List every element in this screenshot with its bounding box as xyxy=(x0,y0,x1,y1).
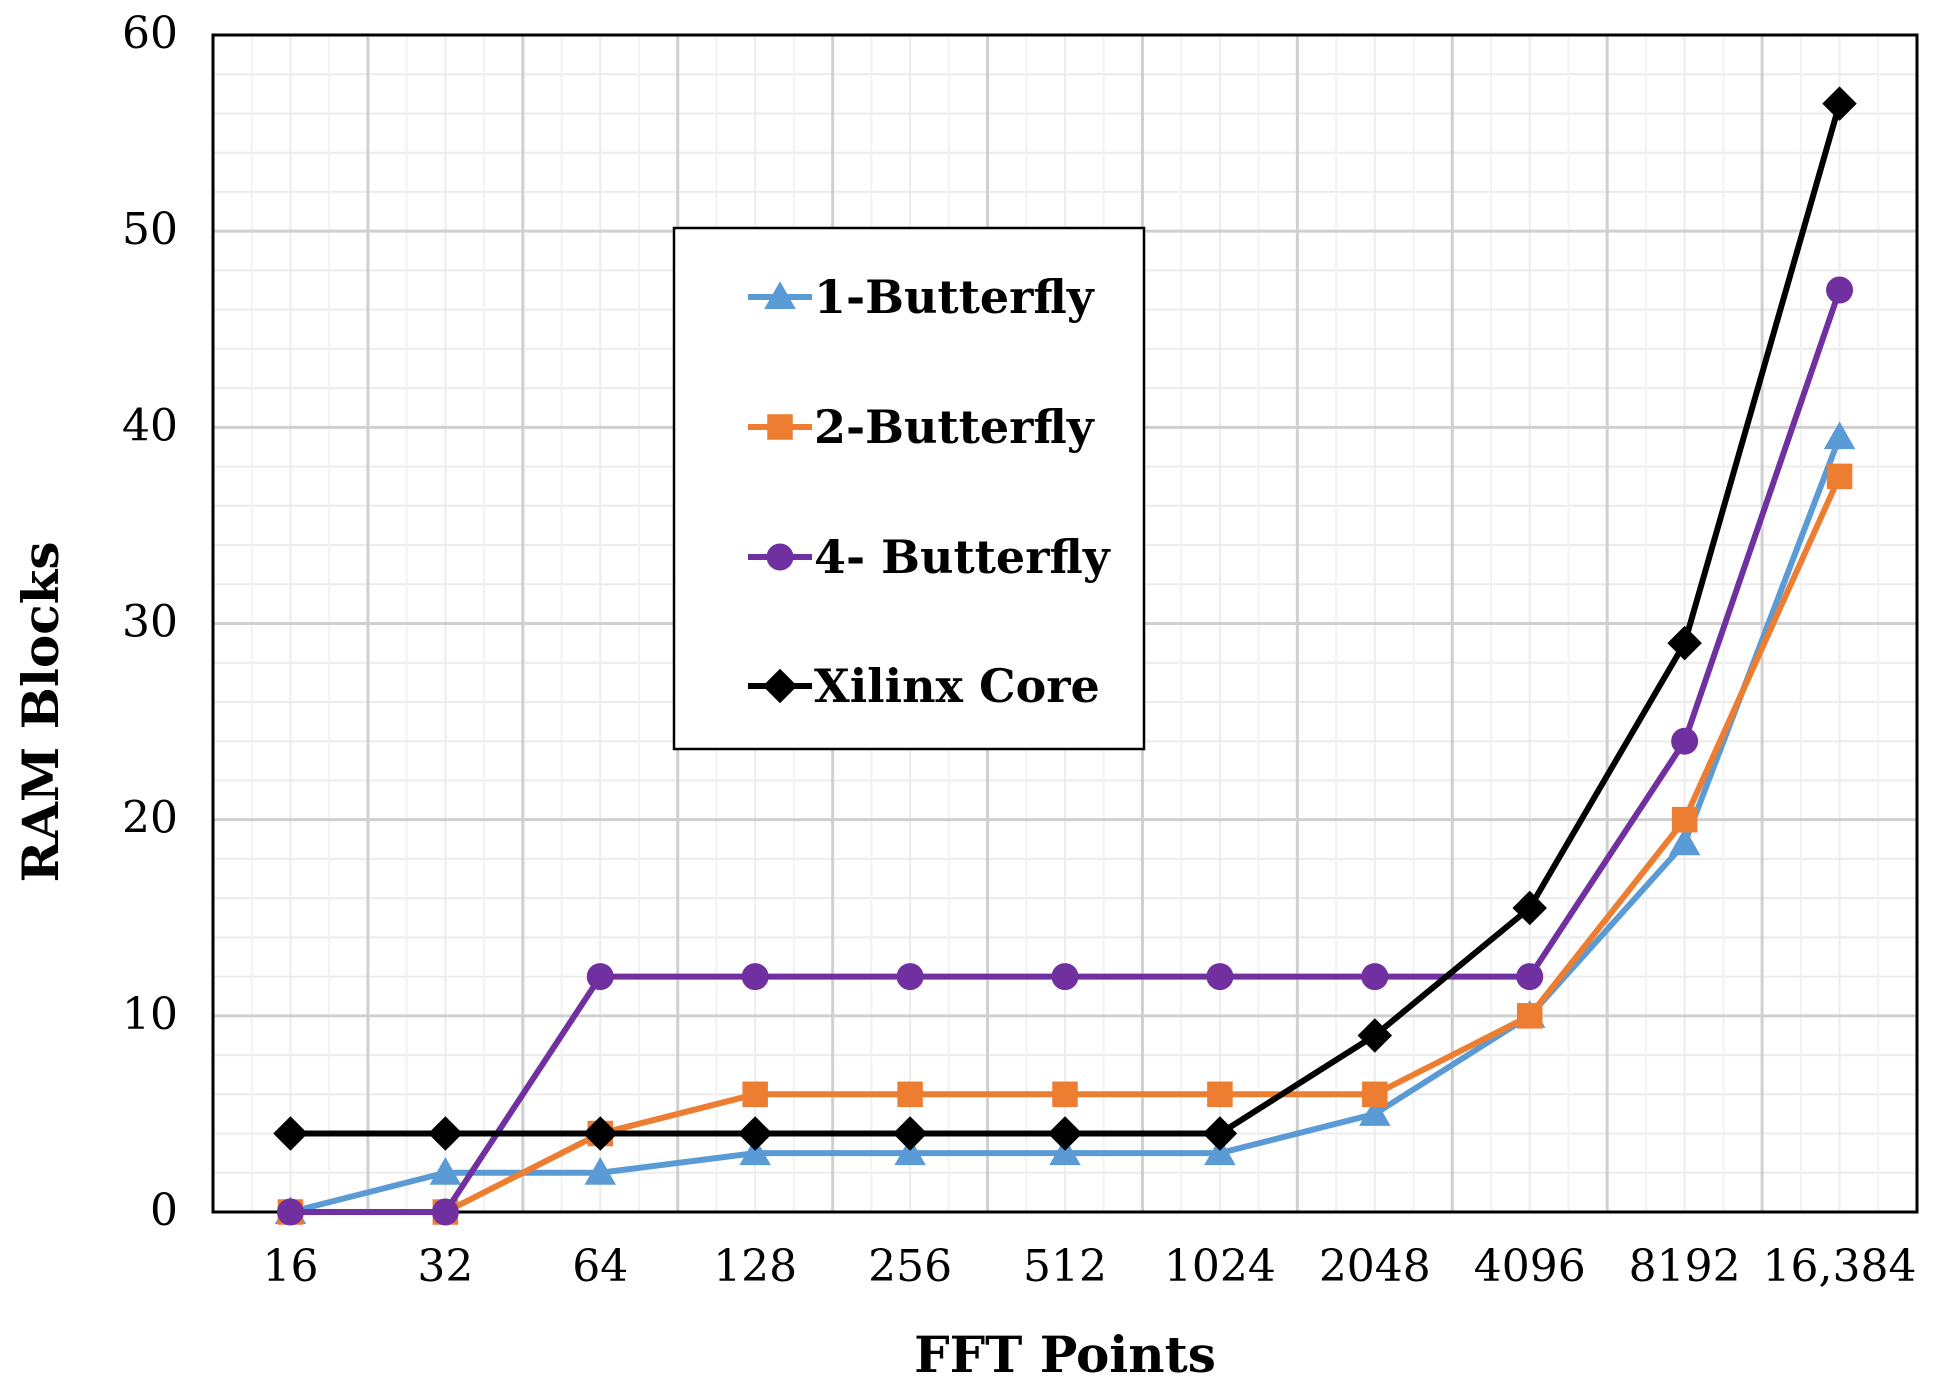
marker-triangle xyxy=(894,1137,926,1166)
legend-entry: 4- Butterfly xyxy=(748,530,1111,584)
x-tick-label: 16 xyxy=(262,1241,318,1292)
series-layer xyxy=(273,86,1857,1226)
y-axis-title: RAM Blocks xyxy=(11,542,70,883)
marker-triangle xyxy=(584,1157,617,1185)
y-tick-label: 30 xyxy=(122,597,178,648)
marker-circle xyxy=(586,963,614,991)
marker-circle xyxy=(1361,963,1389,991)
legend-label: 2-Butterfly xyxy=(814,400,1095,454)
marker-square xyxy=(1516,1003,1543,1029)
marker-square xyxy=(1826,463,1853,490)
legend-entry: 1-Butterfly xyxy=(748,270,1095,324)
marker-circle xyxy=(1206,963,1234,991)
y-tick-label: 50 xyxy=(122,204,178,255)
y-tick-label: 60 xyxy=(122,8,178,59)
marker-square xyxy=(1207,1081,1233,1108)
marker-square xyxy=(1671,806,1698,833)
marker-circle xyxy=(431,1198,459,1226)
marker-square xyxy=(742,1081,768,1108)
marker-circle xyxy=(1516,963,1544,991)
marker-triangle xyxy=(429,1157,462,1185)
marker-diamond xyxy=(762,668,798,704)
marker-triangle xyxy=(1359,1098,1391,1126)
x-tick-label: 128 xyxy=(713,1241,797,1292)
marker-circle xyxy=(1826,276,1854,304)
x-tick-label: 16,384 xyxy=(1763,1241,1917,1292)
y-tick-label: 10 xyxy=(122,989,178,1040)
legend-label: 4- Butterfly xyxy=(814,530,1111,584)
marker-diamond xyxy=(737,1116,773,1151)
marker-triangle xyxy=(764,281,796,309)
x-tick-label: 8192 xyxy=(1629,1241,1741,1292)
series-xilinx-core xyxy=(273,86,1857,1151)
marker-triangle xyxy=(1204,1137,1236,1166)
marker-square xyxy=(1362,1081,1388,1108)
marker-circle xyxy=(1671,727,1699,755)
marker-circle xyxy=(766,543,794,571)
x-axis-tick-labels: 16 32 64 128 256 512 1024 2048 4096 8192 16,384 xyxy=(262,1241,1916,1292)
y-tick-label: 20 xyxy=(122,793,178,844)
marker-triangle xyxy=(1668,827,1701,856)
x-tick-label: 1024 xyxy=(1164,1241,1276,1292)
marker-triangle xyxy=(1049,1137,1081,1166)
series-4-butterfly xyxy=(276,276,1854,1226)
marker-diamond xyxy=(892,1116,928,1151)
marker-triangle xyxy=(739,1137,771,1166)
marker-circle xyxy=(1051,963,1079,991)
marker-circle xyxy=(276,1198,304,1226)
marker-diamond xyxy=(1822,86,1857,121)
x-tick-label: 256 xyxy=(868,1241,952,1292)
marker-square xyxy=(1052,1081,1078,1108)
marker-diamond xyxy=(583,1116,618,1151)
legend: 1-Butterfly 2-Butterfly 4- Butterfly Xilinx… xyxy=(672,226,1146,751)
y-tick-label: 40 xyxy=(122,400,178,451)
legend-label: 1-Butterfly xyxy=(814,270,1095,324)
plot-area-frame xyxy=(211,33,1919,1214)
marker-diamond xyxy=(1202,1116,1238,1151)
marker-triangle xyxy=(1823,421,1856,450)
legend-entry: 2-Butterfly xyxy=(748,400,1095,454)
legend-box xyxy=(672,226,1146,751)
x-axis-title: FFT Points xyxy=(914,1325,1216,1384)
marker-diamond xyxy=(273,1116,308,1151)
x-tick-label: 512 xyxy=(1023,1241,1107,1292)
marker-circle xyxy=(896,963,924,991)
marker-square xyxy=(897,1081,923,1108)
x-tick-label: 2048 xyxy=(1319,1241,1431,1292)
legend-label: Xilinx Core xyxy=(814,659,1100,713)
marker-diamond xyxy=(1667,625,1702,661)
x-tick-label: 64 xyxy=(572,1241,628,1292)
marker-diamond xyxy=(1512,890,1547,926)
marker-diamond xyxy=(428,1116,463,1151)
x-tick-label: 4096 xyxy=(1474,1241,1586,1292)
marker-circle xyxy=(741,963,769,991)
marker-diamond xyxy=(1357,1018,1393,1053)
marker-diamond xyxy=(1047,1116,1083,1151)
marker-square xyxy=(767,414,793,440)
x-tick-label: 32 xyxy=(417,1241,473,1292)
legend-entry: Xilinx Core xyxy=(748,659,1100,713)
y-axis-tick-labels: 0 10 20 30 40 50 60 xyxy=(122,8,178,1236)
y-tick-label: 0 xyxy=(150,1185,178,1236)
